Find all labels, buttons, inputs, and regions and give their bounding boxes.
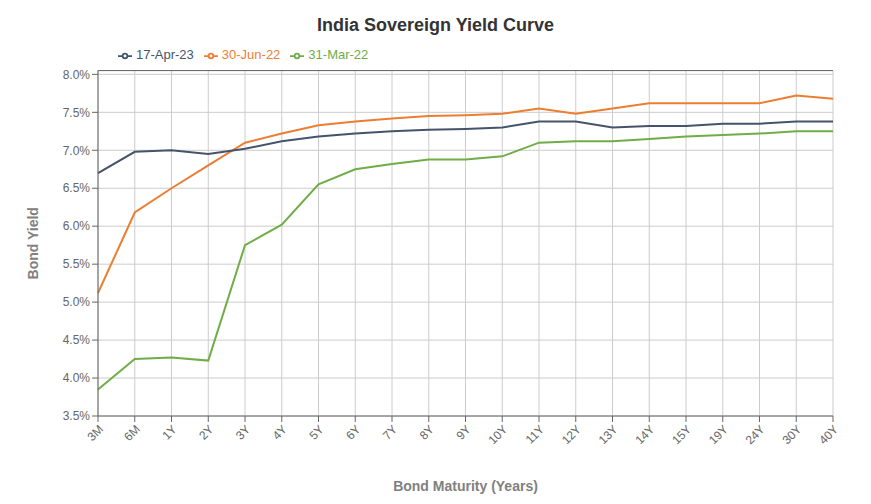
svg-text:6.5%: 6.5% — [63, 181, 91, 195]
svg-text:6M: 6M — [121, 422, 143, 444]
svg-text:19Y: 19Y — [706, 422, 731, 447]
svg-text:15Y: 15Y — [669, 422, 694, 447]
svg-text:7.5%: 7.5% — [63, 106, 91, 120]
svg-text:7Y: 7Y — [380, 422, 400, 442]
svg-text:11Y: 11Y — [523, 422, 547, 446]
html-text:30-Jun-22: 30-Jun-22 — [221, 47, 281, 62]
svg-text:5.0%: 5.0% — [63, 295, 91, 309]
svg-text:40Y: 40Y — [816, 422, 841, 447]
svg-text:2Y: 2Y — [196, 422, 216, 442]
svg-text:4.5%: 4.5% — [63, 333, 91, 347]
svg-text:1Y: 1Y — [159, 422, 179, 442]
svg-text:14Y: 14Y — [632, 422, 657, 447]
svg-text:5.5%: 5.5% — [63, 257, 91, 271]
svg-text:8.0%: 8.0% — [63, 68, 91, 82]
svg-text:12Y: 12Y — [559, 422, 584, 447]
svg-text:Bond Yield: Bond Yield — [25, 207, 41, 279]
svg-text:Bond Maturity (Years): Bond Maturity (Years) — [393, 478, 538, 494]
svg-text:8Y: 8Y — [417, 422, 437, 442]
svg-text:3Y: 3Y — [233, 422, 253, 442]
svg-text:24Y: 24Y — [743, 422, 768, 447]
svg-text:6Y: 6Y — [343, 422, 363, 442]
svg-text:3.5%: 3.5% — [63, 409, 91, 423]
svg-text:6.0%: 6.0% — [63, 219, 91, 233]
svg-text:5Y: 5Y — [306, 422, 326, 442]
svg-text:30Y: 30Y — [779, 422, 804, 447]
svg-text:7.0%: 7.0% — [63, 144, 91, 158]
html-text:India Sovereign Yield Curve: India Sovereign Yield Curve — [317, 15, 554, 35]
html-text:17-Apr-23: 17-Apr-23 — [136, 47, 194, 62]
svg-text:4Y: 4Y — [270, 422, 290, 442]
svg-text:3M: 3M — [84, 422, 106, 444]
html-text:31-Mar-22: 31-Mar-22 — [308, 47, 369, 62]
svg-text:4.0%: 4.0% — [63, 371, 91, 385]
svg-text:9Y: 9Y — [453, 422, 473, 442]
svg-text:13Y: 13Y — [596, 422, 621, 447]
svg-text:10Y: 10Y — [485, 422, 510, 447]
